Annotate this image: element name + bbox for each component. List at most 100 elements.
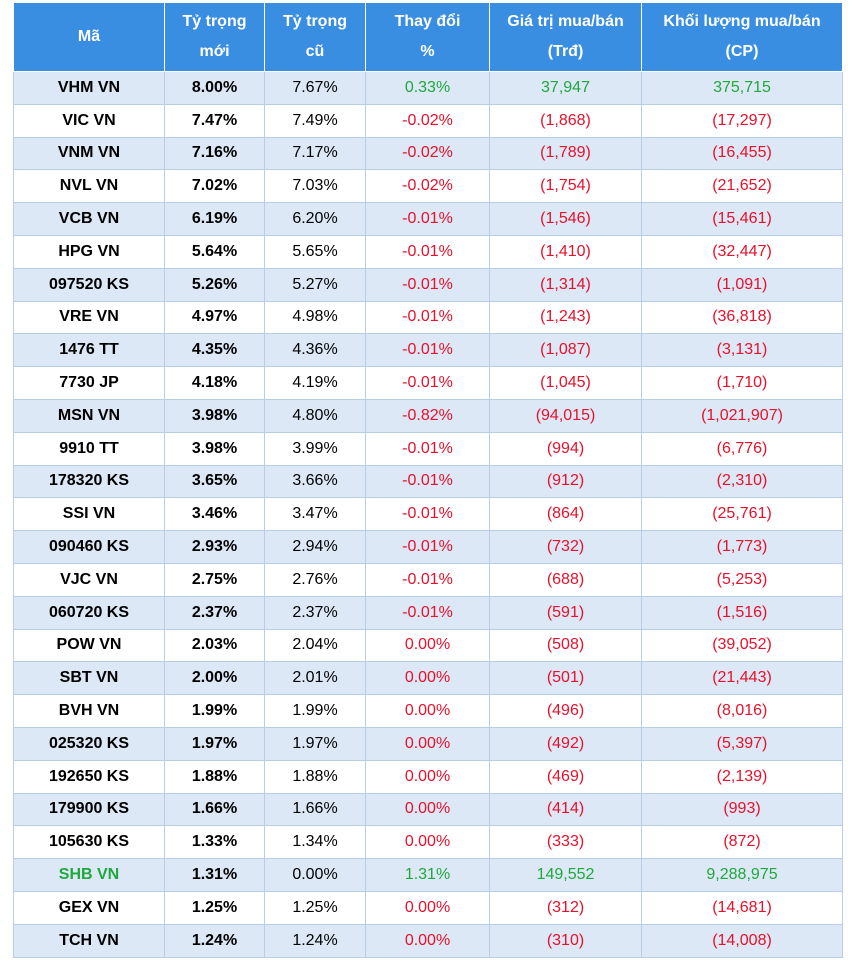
table-cell: 1.33% [164,825,265,860]
table-cell: 5.26% [164,267,265,302]
header-text: Tỷ trọng [283,13,347,30]
table-row: VCB VN 6.19% 6.20% -0.01% (1,546) (15,461) [13,202,843,236]
table-cell: 2.75% [164,562,265,597]
table-cell: 0.00% [365,726,490,761]
table-cell: (993) [641,792,843,827]
table-cell: (492) [489,726,642,761]
table-cell: -0.82% [365,398,490,433]
table-cell: VIC VN [13,103,165,138]
header-text: (Trđ) [547,43,584,60]
table-cell: (94,015) [489,398,642,433]
table-cell: 1.97% [264,726,366,761]
table-body: VHM VN 8.00% 7.67% 0.33% 37,947 375,715 VIC VN… [13,71,843,958]
table-cell: (1,091) [641,267,843,302]
table-cell: 0.00% [365,694,490,728]
table-cell: (21,652) [641,169,843,204]
table-cell: -0.01% [365,431,490,466]
table-row: SSI VN 3.46% 3.47% -0.01% (864) (25,761) [13,497,843,532]
table-cell: 1476 TT [13,333,165,368]
table-cell: 7.49% [264,103,366,138]
table-cell: 7730 JP [13,366,165,400]
table-row: VHM VN 8.00% 7.67% 0.33% 37,947 375,715 [13,71,843,105]
header-text: % [420,43,435,60]
table-cell: 4.97% [164,300,265,335]
header-cell: Thay đổi% [365,2,490,72]
table-cell: (1,710) [641,366,843,400]
table-cell: BVH VN [13,694,165,728]
table-cell: 7.03% [264,169,366,204]
table-cell: 4.36% [264,333,366,368]
table-cell: 060720 KS [13,595,165,630]
table-cell: (1,868) [489,103,642,138]
table-cell: (1,045) [489,366,642,400]
table-cell: (508) [489,628,642,663]
table-row: 097520 KS 5.26% 5.27% -0.01% (1,314) (1,091) [13,267,843,302]
table-cell: -0.01% [365,333,490,368]
table-cell: 1.31% [164,858,265,892]
table-cell: (312) [489,890,642,925]
table-cell: HPG VN [13,234,165,269]
table-cell: (994) [489,431,642,466]
table-cell: 3.98% [164,398,265,433]
table-cell: 0.00% [365,628,490,663]
table-cell: (1,546) [489,202,642,236]
table-cell: 0.00% [264,858,366,892]
table-row: 9910 TT 3.98% 3.99% -0.01% (994) (6,776) [13,431,843,466]
table-cell: (496) [489,694,642,728]
table-cell: (21,443) [641,661,843,696]
table-cell: 1.66% [264,792,366,827]
table-cell: (14,008) [641,923,843,958]
header-text: Mã [77,28,101,45]
table-cell: 0.33% [365,71,490,105]
table-cell: 149,552 [489,858,642,892]
table-cell: 2.76% [264,562,366,597]
table-row: 025320 KS 1.97% 1.97% 0.00% (492) (5,397) [13,726,843,761]
header-text: Khối lượng mua/bán [663,13,821,30]
table-cell: 4.80% [264,398,366,433]
table-cell: (15,461) [641,202,843,236]
table-cell: 1.24% [264,923,366,958]
table-cell: (17,297) [641,103,843,138]
table-cell: 3.47% [264,497,366,532]
header-text: cũ [305,43,325,60]
table-cell: 0.00% [365,792,490,827]
header-text: Giá trị mua/bán [507,13,624,30]
table-cell: -0.01% [365,595,490,630]
header-text: (CP) [725,43,759,60]
table-cell: -0.02% [365,169,490,204]
table-cell: (32,447) [641,234,843,269]
table-cell: (39,052) [641,628,843,663]
table-cell: 8.00% [164,71,265,105]
table-cell: 1.88% [264,759,366,794]
table-cell: -0.01% [365,497,490,532]
table-row: VNM VN 7.16% 7.17% -0.02% (1,789) (16,455) [13,136,843,171]
table-cell: 7.17% [264,136,366,171]
table-row: HPG VN 5.64% 5.65% -0.01% (1,410) (32,447) [13,234,843,269]
table-cell: -0.01% [365,267,490,302]
table-cell: (2,139) [641,759,843,794]
table-row: 7730 JP 4.18% 4.19% -0.01% (1,045) (1,710) [13,366,843,400]
table-cell: (1,410) [489,234,642,269]
header-row: Mã Tỷ trọng mới Tỷ trọng cũ Thay đổi% Giá trị … [13,2,843,72]
table-cell: (469) [489,759,642,794]
table-cell: (14,681) [641,890,843,925]
table-cell: 9,288,975 [641,858,843,892]
table-cell: (333) [489,825,642,860]
table-cell: 4.35% [164,333,265,368]
table-cell: 4.98% [264,300,366,335]
table-cell: 2.37% [264,595,366,630]
table-cell: -0.01% [365,366,490,400]
table-cell: 179900 KS [13,792,165,827]
table-cell: 105630 KS [13,825,165,860]
table-cell: -0.01% [365,530,490,564]
table-cell: -0.02% [365,136,490,171]
table-cell: 0.00% [365,923,490,958]
table-row: 178320 KS 3.65% 3.66% -0.01% (912) (2,310) [13,464,843,499]
header-cell: Mã [13,2,165,72]
table-row: GEX VN 1.25% 1.25% 0.00% (312) (14,681) [13,890,843,925]
table-cell: (864) [489,497,642,532]
table-cell: (1,789) [489,136,642,171]
table-cell: (8,016) [641,694,843,728]
table-row: VIC VN 7.47% 7.49% -0.02% (1,868) (17,297) [13,103,843,138]
header-text: Thay đổi [394,13,461,30]
